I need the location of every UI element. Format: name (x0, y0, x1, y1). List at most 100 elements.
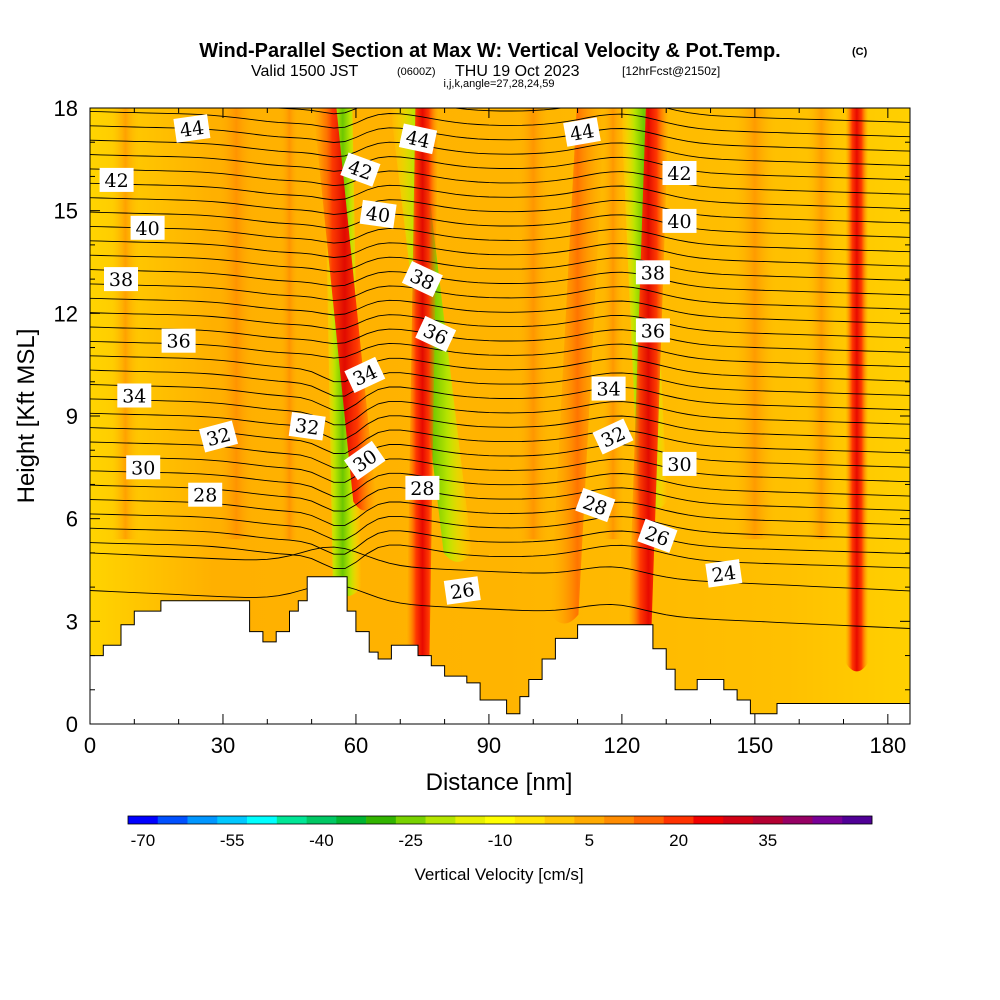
velocity-band-updraft (628, 108, 669, 648)
contour-label: 28 (188, 482, 223, 507)
y-tick-label: 6 (66, 507, 78, 532)
colorbar-tick-label: -70 (131, 831, 156, 850)
colorbar-swatch (752, 816, 784, 824)
colorbar-swatch (366, 816, 397, 824)
colorbar-tick-label: 5 (585, 831, 594, 850)
theta-contour-line (90, 355, 910, 383)
colorbar-tick-label: -40 (309, 831, 334, 850)
theta-contour-line (90, 340, 910, 368)
contour-label: 26 (637, 518, 678, 553)
colorbar-swatch (514, 816, 545, 824)
contour-label: 38 (104, 267, 138, 292)
contour-label-text: 40 (364, 203, 391, 228)
contour-label: 42 (662, 161, 697, 185)
contour-label: 36 (635, 318, 670, 343)
contour-label: 40 (130, 215, 165, 240)
contour-label-text: 28 (193, 485, 217, 507)
contour-label: 44 (563, 117, 601, 147)
theta-contour-line (90, 584, 910, 629)
colorbar-swatch (663, 816, 694, 824)
x-tick-label: 90 (477, 733, 501, 758)
theta-contour-line (90, 484, 910, 512)
theta-contour-line (90, 546, 910, 592)
contour-label: 40 (359, 199, 397, 229)
colorbar-swatch (842, 816, 873, 824)
subtitle-z: (0600Z) (397, 66, 436, 78)
contour-label: 44 (398, 123, 438, 155)
theta-contour-line (90, 398, 910, 426)
colorbar-tick-label: -25 (398, 831, 423, 850)
theta-contour-line (90, 283, 910, 310)
contour-label-text: 32 (294, 415, 321, 440)
contour-label: 30 (126, 455, 161, 480)
theta-contour-line (90, 412, 910, 440)
velocity-band-updraft (550, 108, 606, 624)
theta-contour-line (90, 125, 910, 152)
theta-contour-line (90, 154, 910, 181)
colorbar-swatch (574, 816, 605, 824)
contour-label-text: 36 (641, 320, 665, 342)
velocity-streak (517, 108, 549, 540)
theta-contour-line (90, 499, 910, 526)
colorbar-swatch (336, 816, 367, 824)
x-tick-label: 60 (344, 733, 368, 758)
chart-subtitle: Valid 1500 JST (0600Z) THU 19 Oct 2023 [… (251, 63, 720, 90)
colorbar-swatch (633, 816, 664, 824)
contour-label-text: 40 (667, 211, 691, 233)
velocity-band-updraft (845, 108, 869, 672)
colorbar-swatch (395, 816, 426, 824)
x-tick-label: 30 (211, 733, 235, 758)
theta-contour-line (90, 240, 910, 267)
contour-label: 36 (161, 328, 196, 353)
colorbar-swatch (604, 816, 635, 824)
colorbar-swatch (455, 816, 486, 824)
contour-label-text: 30 (667, 454, 691, 476)
contour-label-text: 38 (109, 269, 133, 291)
colorbar-swatch (782, 816, 813, 824)
contour-label: 44 (173, 114, 211, 143)
contour-label-text: 34 (122, 386, 146, 408)
contour-label-text: 34 (597, 379, 621, 401)
contour-label-text: 30 (131, 457, 155, 479)
colorbar-swatch (693, 816, 724, 824)
x-tick-label: 0 (84, 733, 96, 758)
contour-label: 28 (575, 487, 616, 523)
contour-label-text: 28 (410, 478, 434, 500)
colorbar-label: Vertical Velocity [cm/s] (414, 865, 583, 884)
contour-label-text: 44 (404, 127, 432, 154)
colorbar-swatch (425, 816, 456, 824)
colorbar-tick-label: -10 (488, 831, 513, 850)
theta-contour-line (90, 527, 910, 555)
contour-label: 26 (443, 576, 481, 605)
theta-contour-line (90, 211, 910, 238)
theta-contour-line (90, 182, 910, 210)
contour-label-text: 44 (179, 117, 206, 142)
theta-contour-line (90, 269, 910, 296)
y-tick-label: 18 (54, 96, 78, 121)
velocity-band-updraft (406, 108, 439, 665)
y-tick-label: 0 (66, 712, 78, 737)
theta-contour-line (90, 326, 910, 353)
theta-contour-line (90, 197, 910, 224)
theta-contour-line (90, 297, 910, 325)
contour-label-text: 44 (568, 120, 596, 146)
theta-contour-line (90, 254, 910, 281)
terrain (90, 576, 910, 724)
velocity-streak (805, 108, 837, 540)
colorbar-swatch (217, 816, 248, 824)
colorbar-swatch (157, 816, 188, 824)
contour-label: 40 (662, 208, 697, 233)
contour-label-text: 40 (136, 218, 160, 240)
theta-contour-line (90, 110, 910, 138)
colorbar-swatch (544, 816, 575, 824)
colorbar-swatch (128, 816, 159, 824)
contour-label: 42 (99, 167, 134, 192)
contour-label-text: 36 (167, 331, 191, 353)
theta-contour-line (90, 542, 910, 570)
colorbar-swatch (187, 816, 218, 824)
x-axis-label: Distance [nm] (426, 769, 573, 796)
colorbar-tick-label: 20 (669, 831, 688, 850)
